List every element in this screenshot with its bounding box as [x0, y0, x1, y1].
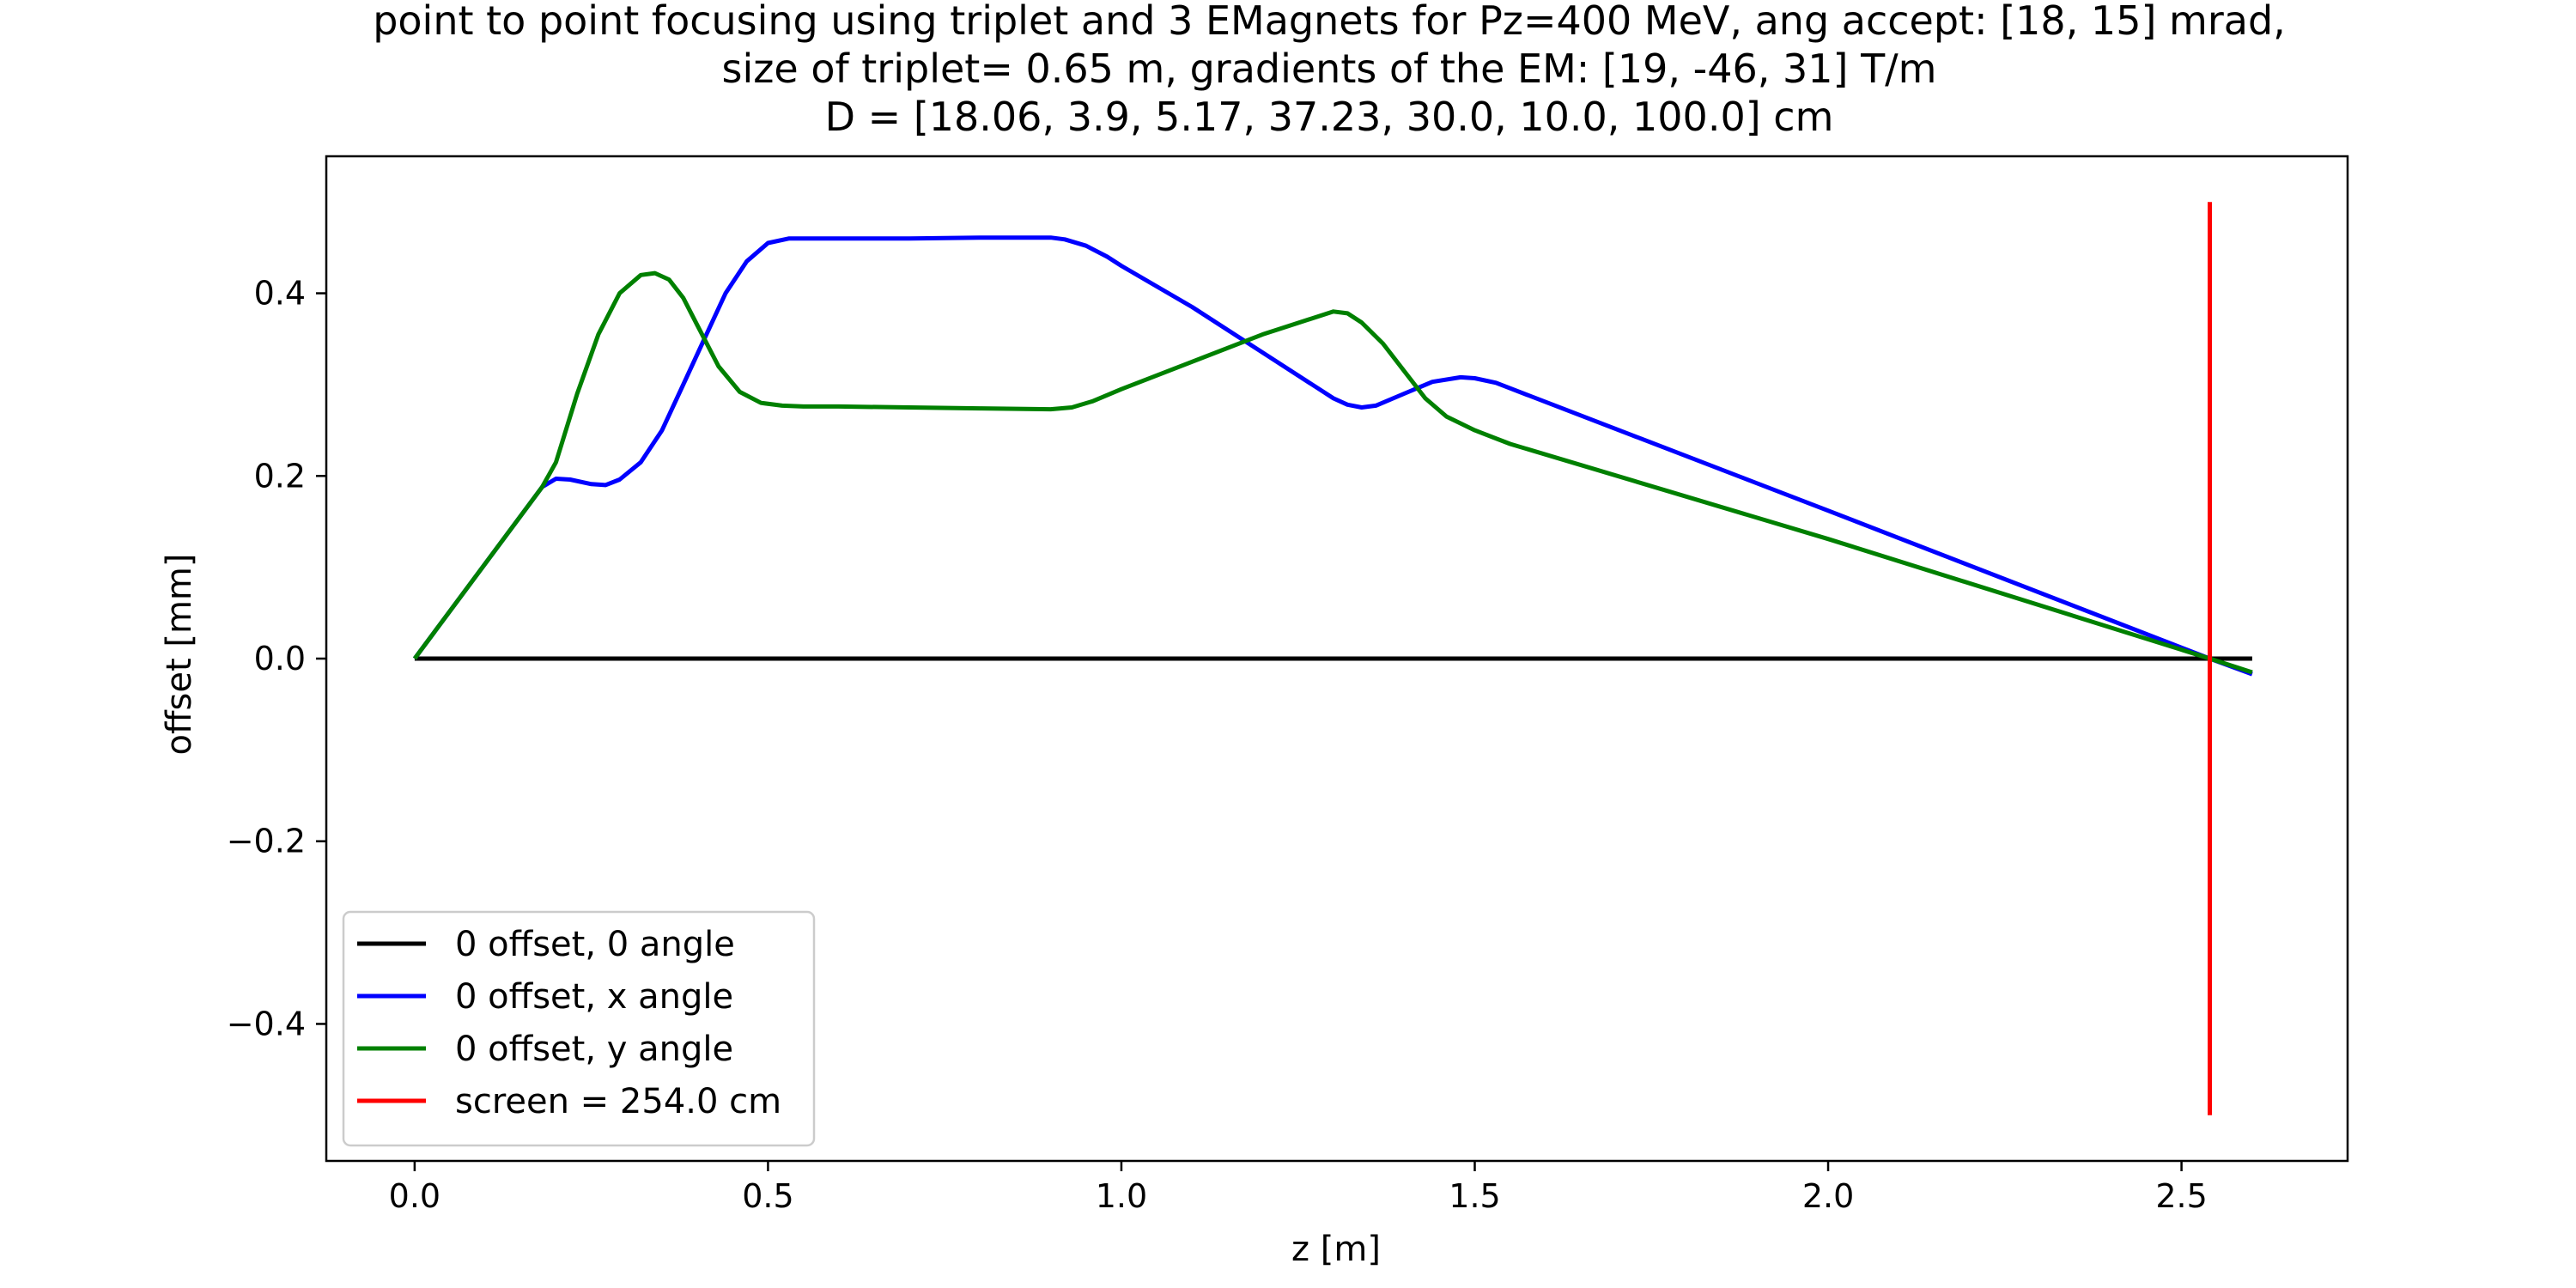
x-tick-label: 0.0 — [389, 1177, 440, 1215]
legend-box — [342, 910, 816, 1147]
series-line-2 — [412, 235, 2253, 677]
legend-label: 0 offset, y angle — [455, 1030, 733, 1069]
y-tick-label: 0.2 — [254, 457, 306, 495]
y-axis-ticks: 0.4 0.2 0.0 −0.2 −0.4 — [227, 275, 326, 1042]
y-tick-label: 0.0 — [254, 640, 306, 677]
x-tick-label: 0.5 — [742, 1177, 793, 1215]
legend-label: 0 offset, x angle — [455, 977, 733, 1017]
legend-label: screen = 254.0 cm — [455, 1082, 781, 1121]
legend-label: 0 offset, 0 angle — [455, 925, 735, 964]
title-line-2: size of triplet= 0.65 m, gradients of th… — [722, 46, 1937, 92]
chart-title: point to point focusing using triplet an… — [373, 0, 2286, 140]
x-axis-label: z [m] — [1291, 1230, 1381, 1269]
legend: 0 offset, 0 angle 0 offset, x angle 0 offs… — [342, 910, 816, 1147]
x-tick-label: 1.5 — [1449, 1177, 1500, 1215]
title-line-3: D = [18.06, 3.9, 5.17, 37.23, 30.0, 10.0… — [825, 94, 1834, 140]
x-axis-ticks: 0.0 0.5 1.0 1.5 2.0 2.5 — [389, 1161, 2208, 1215]
y-tick-label: 0.4 — [254, 275, 306, 313]
y-tick-label: −0.4 — [227, 1005, 306, 1042]
title-line-1: point to point focusing using triplet an… — [373, 0, 2286, 44]
series-line-3 — [412, 270, 2253, 675]
x-tick-label: 2.5 — [2155, 1177, 2207, 1215]
y-tick-label: −0.2 — [227, 823, 306, 860]
x-tick-label: 1.0 — [1096, 1177, 1147, 1215]
y-axis-label: offset [mm] — [160, 553, 199, 755]
x-tick-label: 2.0 — [1802, 1177, 1854, 1215]
